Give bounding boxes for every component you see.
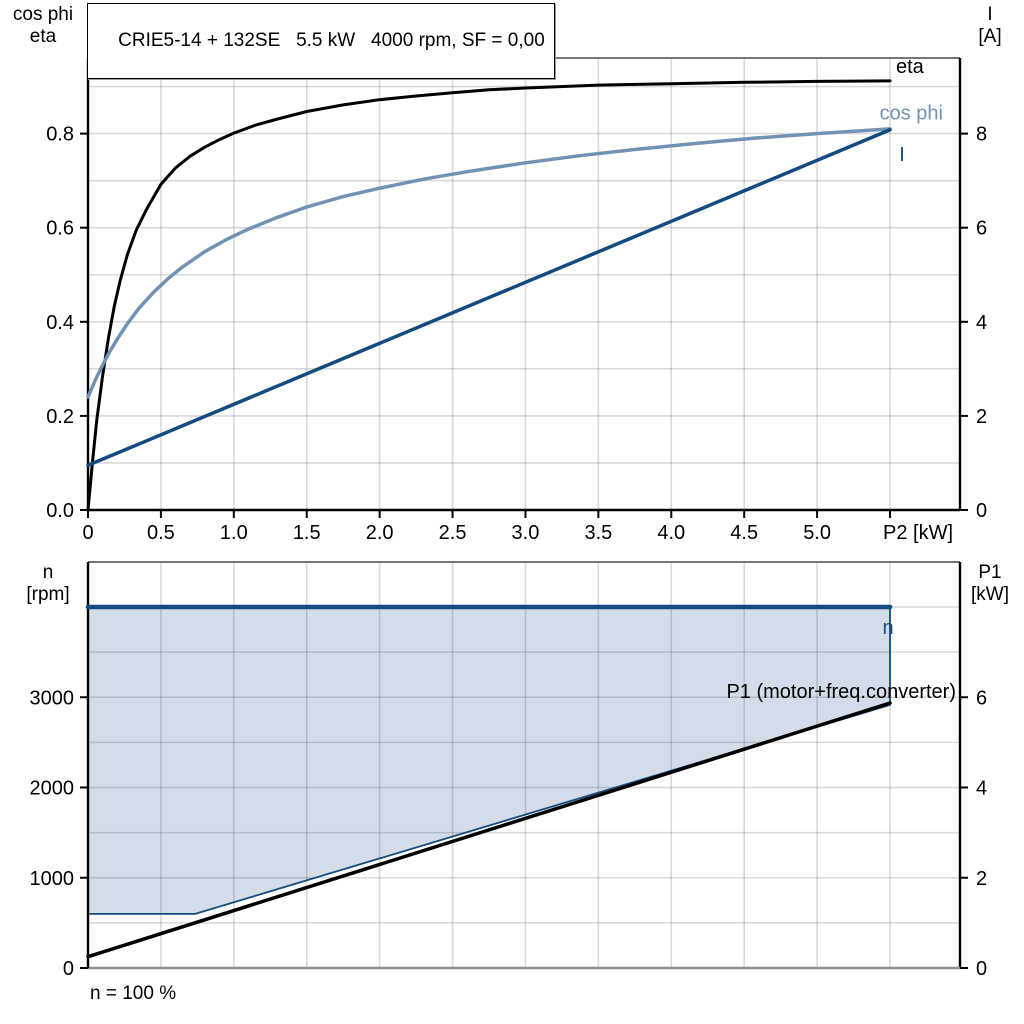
bottom-chart-label-p1-motor-freq-converter-: P1 (motor+freq.converter)	[726, 681, 956, 703]
top-chart-curve-i	[86, 128, 892, 468]
axis-title-p1: P1	[978, 562, 1002, 583]
chart-title: CRIE5-14 + 132SE 5.5 kW 4000 rpm, SF = 0…	[118, 30, 545, 51]
chart-title-box: CRIE5-14 + 132SE 5.5 kW 4000 rpm, SF = 0…	[87, 3, 555, 79]
speed-percentage-note: n = 100 %	[90, 983, 177, 1004]
top-chart-left-tick-label: 0.6	[46, 218, 74, 240]
top-chart-right-tick-label: 6	[976, 218, 987, 240]
top-chart-label-cos-phi: cos phi	[880, 103, 943, 125]
top-chart-x-tick-label: 1.5	[293, 522, 321, 544]
top-chart-x-tick-label: 5.0	[803, 522, 831, 544]
top-chart-label-eta: eta	[896, 56, 925, 78]
top-chart-x-tick-label: 2.5	[439, 522, 467, 544]
bottom-chart-speed-band	[88, 607, 890, 914]
top-chart-left-axis-title: cos phi eta	[4, 4, 82, 48]
top-chart-right-tick-label: 2	[976, 406, 987, 428]
top-chart-x-tick-label: 4.0	[657, 522, 685, 544]
top-chart-x-tick-label: 4.5	[730, 522, 758, 544]
bottom-chart-curve-p1-motor-freq-converter-	[86, 701, 892, 959]
bottom-chart-right-tick-label: 4	[976, 778, 987, 800]
bottom-chart-right-tick-label: 0	[976, 958, 987, 980]
top-chart-x-tick-label: 3.0	[512, 522, 540, 544]
axis-title-current: I	[987, 4, 993, 25]
axis-title-p1-unit: [kW]	[971, 584, 1009, 605]
top-chart-left-tick-label: 0.0	[46, 500, 74, 522]
bottom-chart-right-tick-label: 2	[976, 868, 987, 890]
top-chart-x-tick-label: P2 [kW]	[883, 522, 953, 544]
bottom-chart-left-tick-label: 3000	[30, 687, 75, 709]
bottom-chart-left-tick-label: 0	[63, 958, 74, 980]
axis-title-cos-phi: cos phi	[12, 4, 74, 25]
top-chart-x-tick-label: 0	[82, 522, 93, 544]
top-chart-right-tick-label: 0	[976, 500, 987, 522]
top-chart-right-tick-label: 4	[976, 312, 987, 334]
top-chart-curve-eta	[86, 79, 892, 512]
top-chart-curve-cos-phi	[86, 127, 892, 399]
top-chart-x-tick-label: 2.0	[366, 522, 394, 544]
top-chart-left-tick-label: 0.4	[46, 312, 74, 334]
axis-title-eta: eta	[29, 26, 57, 47]
bottom-chart-left-tick-label: 1000	[30, 868, 75, 890]
top-chart-x-tick-label: 0.5	[147, 522, 175, 544]
top-chart-label-i: I	[899, 144, 905, 166]
bottom-chart-right-tick-label: 6	[976, 687, 987, 709]
bottom-chart-band-boundary	[88, 607, 891, 915]
top-chart-x-tick-label: 1.0	[220, 522, 248, 544]
top-chart-right-axis-title: I [A]	[960, 4, 1020, 48]
axis-title-current-unit: [A]	[978, 26, 1002, 47]
top-chart-left-tick-label: 0.8	[46, 124, 74, 146]
bottom-chart-label-n: n	[882, 617, 893, 639]
top-chart-right-tick-label: 8	[976, 124, 987, 146]
bottom-chart-left-axis-title: n [rpm]	[10, 562, 86, 606]
top-chart-x-tick-label: 3.5	[584, 522, 612, 544]
axis-title-speed: n	[42, 562, 54, 583]
bottom-chart-left-tick-label: 2000	[30, 778, 75, 800]
top-chart-left-tick-label: 0.2	[46, 406, 74, 428]
bottom-chart-right-axis-title: P1 [kW]	[958, 562, 1022, 606]
axis-title-speed-unit: [rpm]	[26, 584, 70, 605]
